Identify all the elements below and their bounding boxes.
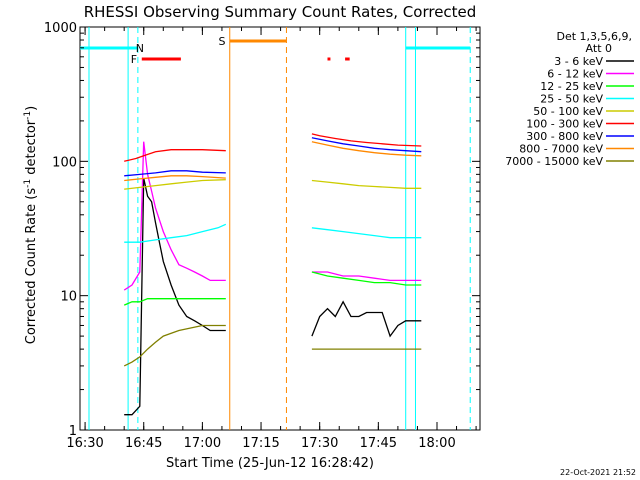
y-axis-label: Corrected Count Rate (s-1 detector-1): [23, 106, 39, 344]
series-line: [311, 300, 422, 338]
legend-entry-label: 12 - 25 keV: [540, 80, 603, 93]
series-line: [311, 133, 422, 147]
series-line: [124, 223, 227, 243]
series-line: [311, 271, 422, 286]
y-tick-label: 1: [69, 424, 77, 439]
plot-frame: [79, 26, 481, 431]
series-line: [311, 141, 422, 157]
x-tick-label: 17:00: [184, 436, 221, 451]
series-line: [311, 227, 422, 239]
legend-header-line1: Det 1,3,5,6,9,: [556, 30, 632, 43]
series-line: [123, 141, 226, 291]
series-line: [311, 271, 422, 282]
series-line: [311, 137, 422, 153]
legend-entry-label: 50 - 100 keV: [533, 105, 603, 118]
legend-entry-label: 25 - 50 keV: [540, 93, 603, 106]
timestamp: 22-Oct-2021 21:52: [560, 468, 636, 477]
series-line: [124, 170, 226, 177]
series-line: [124, 177, 226, 416]
flag-label: N: [136, 42, 144, 55]
vertical-markers: [88, 27, 471, 430]
axes: 16:30 16:45 17:00 17:15 17:30 17:45 18:00 1 10 10…: [44, 21, 480, 451]
x-tick-label: 18:00: [418, 436, 455, 451]
chart-title: RHESSI Observing Summary Count Rates, Co…: [84, 3, 477, 21]
series-line: [124, 175, 226, 182]
x-tick-label: 17:15: [242, 436, 279, 451]
series-line: [123, 298, 226, 306]
series-line: [124, 179, 226, 190]
y-tick-label: 10: [60, 290, 77, 305]
legend-header-line2: Att 0: [586, 42, 612, 55]
x-tick-label: 17:30: [301, 436, 338, 451]
state-flags: NF S: [80, 35, 471, 66]
series-line: [124, 149, 226, 162]
flag-label: S: [218, 35, 225, 48]
series-line: [123, 324, 226, 367]
x-tick-label: 16:45: [125, 436, 162, 451]
x-axis-label: Start Time (25-Jun-12 16:28:42): [166, 456, 374, 471]
series-lines: [123, 133, 422, 416]
legend-entry-label: 3 - 6 keV: [554, 55, 603, 68]
legend-entry-label: 6 - 12 keV: [547, 68, 603, 81]
x-tick-label: 17:45: [360, 436, 397, 451]
legend-entry-label: 300 - 800 keV: [526, 130, 603, 143]
x-tick-label: 16:30: [66, 436, 103, 451]
y-tick-label: 1000: [44, 21, 77, 36]
legend-entry-label: 7000 - 15000 keV: [505, 155, 603, 168]
legend-entry-label: 100 - 300 keV: [526, 118, 603, 131]
legend-entry-label: 800 - 7000 keV: [519, 143, 603, 156]
plot-border: [79, 26, 481, 431]
y-tick-label: 100: [52, 155, 77, 170]
series-line: [311, 179, 422, 189]
flag-label: F: [131, 53, 137, 66]
